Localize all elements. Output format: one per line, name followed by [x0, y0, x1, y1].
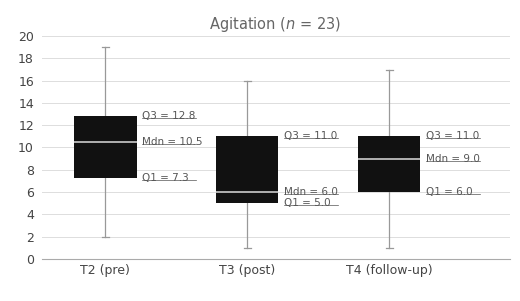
Title: Agitation ($n$ = 23): Agitation ($n$ = 23) — [210, 15, 342, 34]
Bar — [216, 136, 278, 203]
Text: Q1 = 5.0: Q1 = 5.0 — [284, 198, 331, 208]
Text: Q1 = 7.3: Q1 = 7.3 — [142, 172, 189, 183]
Text: Mdn = 6.0: Mdn = 6.0 — [284, 187, 338, 197]
Text: Mdn = 9.0: Mdn = 9.0 — [426, 154, 480, 164]
Text: Q3 = 11.0: Q3 = 11.0 — [284, 131, 337, 141]
Text: Q3 = 12.8: Q3 = 12.8 — [142, 111, 196, 121]
Text: Mdn = 10.5: Mdn = 10.5 — [142, 137, 203, 147]
Text: Q3 = 11.0: Q3 = 11.0 — [426, 131, 479, 141]
Bar — [358, 136, 420, 192]
Bar — [74, 116, 137, 178]
Text: Q1 = 6.0: Q1 = 6.0 — [426, 187, 473, 197]
